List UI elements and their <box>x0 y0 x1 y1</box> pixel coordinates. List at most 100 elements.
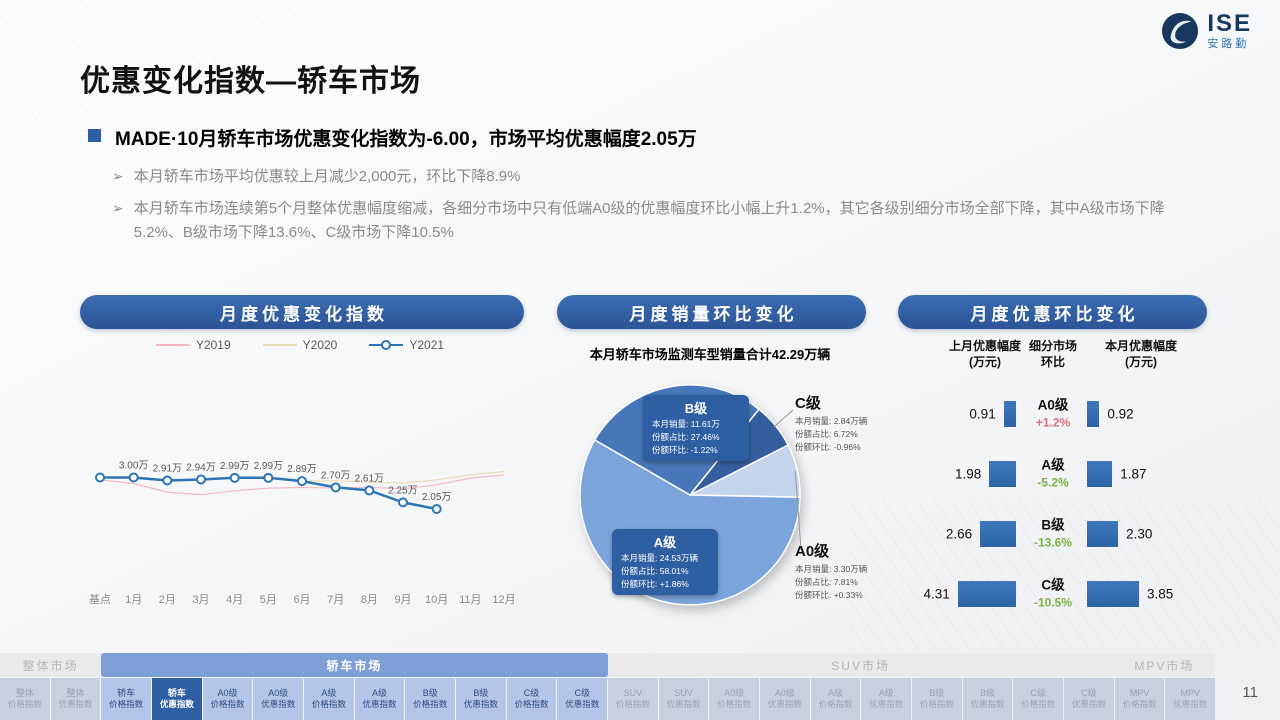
footer-tab-17[interactable]: A级 优惠指数 <box>861 678 912 720</box>
logo-brand: ISE <box>1207 10 1252 37</box>
market-section-suv[interactable]: SUV市场 <box>608 653 1114 677</box>
last-month-bar <box>989 461 1016 487</box>
footer-tab-23[interactable]: MPV 优惠指数 <box>1165 678 1216 720</box>
tab-label-line1: B级 <box>980 687 996 698</box>
data-point-marker <box>398 497 408 508</box>
x-axis-label: 7月 <box>327 594 344 606</box>
footer-tab-9[interactable]: B级 优惠指数 <box>456 678 506 720</box>
market-section-label: 轿车市场 <box>326 658 383 673</box>
pie-callout-detail: 份额环比: -0.96% <box>795 442 861 453</box>
tab-label-line1: A0级 <box>217 687 238 698</box>
col-header-line: (万元) <box>1125 355 1157 370</box>
data-point-label: 2.61万 <box>355 473 384 484</box>
footer-tab-4[interactable]: A0级 价格指数 <box>202 678 253 720</box>
footer-tab-2[interactable]: 轿车 价格指数 <box>101 678 152 720</box>
callout-line-c <box>773 409 794 428</box>
tab-label-line2: 价格指数 <box>210 699 245 710</box>
tab-label-line2: 优惠指数 <box>565 699 600 710</box>
footer-tab-19[interactable]: B级 优惠指数 <box>962 678 1013 720</box>
ise-logo-icon <box>1162 12 1199 50</box>
current-month-value: 1.87 <box>1120 466 1147 482</box>
current-month-bar <box>1087 581 1139 607</box>
footer-sections: 整体市场 轿车市场 SUV市场 MPV市场 <box>0 653 1215 677</box>
tab-label-line1: C级 <box>1081 687 1097 698</box>
market-section-mpv[interactable]: MPV市场 <box>1114 653 1215 677</box>
market-section-label: MPV市场 <box>1134 658 1195 673</box>
data-point-label: 2.91万 <box>153 463 182 474</box>
x-axis-label: 8月 <box>361 594 378 606</box>
tab-label-line1: A级 <box>321 687 337 698</box>
pie-callout-c: C级 本月销量: 2.84万辆 份额占比: 6.72% 份额环比: -0.96% <box>795 392 890 455</box>
footer-tab-21[interactable]: C级 优惠指数 <box>1064 678 1114 720</box>
footer-tab-22[interactable]: MPV 价格指数 <box>1114 678 1165 720</box>
legend-item-y2021: Y2021 <box>369 338 444 352</box>
pie-box-detail: 份额占比: 58.01% <box>621 565 689 576</box>
legend-line-swatch <box>369 340 404 350</box>
last-month-bar <box>957 581 1016 607</box>
pie-subtitle: 本月轿车市场监测车型销量合计42.29万辆 <box>589 347 831 362</box>
data-point-marker <box>128 472 139 483</box>
tab-label-line2: 价格指数 <box>1122 699 1157 710</box>
x-axis-label: 5月 <box>260 594 277 606</box>
footer-tab-15[interactable]: A0级 优惠指数 <box>760 678 810 720</box>
legend-label: Y2019 <box>195 338 231 352</box>
logo-subtitle: 安路勤 <box>1207 38 1250 50</box>
bar-compare-row-b: 2.66 2.30 B级 -13.6% <box>898 504 1203 564</box>
footer-tab-18[interactable]: B级 价格指数 <box>912 678 962 720</box>
current-month-bar <box>1087 461 1113 487</box>
pie-callout-detail: 份额环比: +0.33% <box>795 590 863 601</box>
tab-label-line2: 优惠指数 <box>362 699 397 710</box>
pie-box-detail: 份额环比: +1.86% <box>621 578 689 589</box>
data-point-marker <box>95 472 105 483</box>
tab-label-line1: A级 <box>372 687 388 698</box>
x-axis-label: 2月 <box>159 594 176 606</box>
tab-label-line1: SUV <box>623 687 643 698</box>
footer-tab-11[interactable]: C级 优惠指数 <box>557 678 608 720</box>
bar-compare-row-c: 4.31 3.85 C级 -10.5% <box>898 564 1203 624</box>
market-section-overall[interactable]: 整体市场 <box>0 653 101 677</box>
footer-tab-14[interactable]: A0级 价格指数 <box>709 678 760 720</box>
line-panel-header: 月度优惠变化指数 <box>80 295 524 329</box>
data-point-marker <box>330 482 341 493</box>
footer-tab-7[interactable]: A级 优惠指数 <box>354 678 405 720</box>
tab-label-line1: 整体 <box>66 687 85 698</box>
pie-leader-lines <box>773 409 802 551</box>
tab-label-line1: A级 <box>878 687 894 698</box>
footer-tab-12[interactable]: SUV 价格指数 <box>608 678 658 720</box>
current-month-value: 3.85 <box>1147 586 1174 602</box>
legend-marker-dot <box>381 340 392 350</box>
segment-label-a: A级 -5.2% <box>1021 458 1085 491</box>
x-axis-label: 6月 <box>293 594 310 606</box>
x-axis-label: 10月 <box>425 594 448 606</box>
bar-compare-row-a: 1.98 1.87 A级 -5.2% <box>898 444 1203 504</box>
market-section-sedan[interactable]: 轿车市场 <box>101 653 608 677</box>
footer-tab-13[interactable]: SUV 优惠指数 <box>658 678 709 720</box>
tab-label-line1: C级 <box>523 687 540 698</box>
tab-label-line1: B级 <box>929 687 945 698</box>
last-month-value: 4.31 <box>923 586 950 602</box>
last-month-value: 0.91 <box>969 406 996 422</box>
footer-tab-1[interactable]: 整体 优惠指数 <box>50 678 101 720</box>
bar-rows: 0.91 0.92 A0级 +1.2% 1.98 1.87 A级 -5.2% 2.66 2.30 B… <box>898 384 1203 624</box>
legend-item-y2020: Y2020 <box>262 338 337 352</box>
col-header-line: 细分市场 <box>1028 339 1077 353</box>
pie-callout-name: C级 <box>795 395 821 412</box>
x-axis-label: 4月 <box>226 594 243 606</box>
tab-label-line2: 优惠指数 <box>666 699 701 710</box>
footer-tab-5[interactable]: A0级 优惠指数 <box>253 678 304 720</box>
data-point-marker <box>297 476 307 487</box>
segment-mom: +1.2% <box>1035 415 1071 430</box>
footer-tab-10[interactable]: C级 价格指数 <box>506 678 557 720</box>
pie-callout-detail: 本月销量: 2.84万辆 <box>795 416 868 426</box>
tab-label-line2: 价格指数 <box>717 699 752 710</box>
footer-tab-16[interactable]: A级 价格指数 <box>810 678 861 720</box>
footer-tab-0[interactable]: 整体 价格指数 <box>0 678 50 720</box>
current-month-bar <box>1087 521 1118 547</box>
footer-tab-6[interactable]: A级 价格指数 <box>304 678 354 720</box>
tab-label-line1: MPV <box>1129 687 1150 698</box>
footer-tab-20[interactable]: C级 价格指数 <box>1013 678 1064 720</box>
legend-item-y2019: Y2019 <box>155 338 231 352</box>
tab-label-line1: SUV <box>674 687 693 698</box>
footer-tab-3[interactable]: 轿车 优惠指数 <box>152 678 202 720</box>
footer-tab-8[interactable]: B级 价格指数 <box>405 678 456 720</box>
